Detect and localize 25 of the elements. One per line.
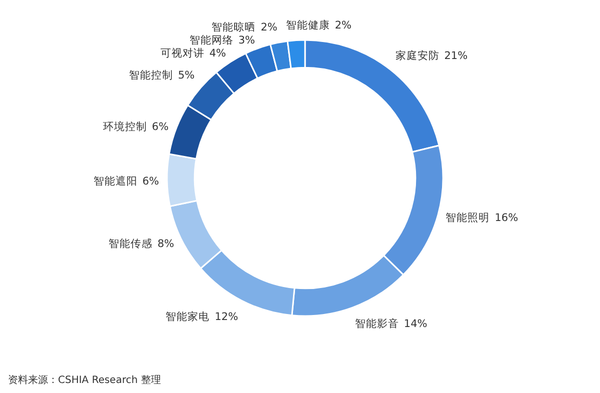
category-label: 智能传感 bbox=[108, 238, 152, 250]
category-label: 可视对讲 bbox=[160, 48, 204, 60]
value-label: 8% bbox=[158, 238, 174, 250]
category-label: 智能控制 bbox=[128, 69, 173, 82]
value-label: 6% bbox=[142, 175, 159, 188]
category-label: 智能家电 bbox=[166, 310, 210, 323]
value-label: 3% bbox=[238, 34, 256, 47]
value-label: 14% bbox=[404, 318, 428, 330]
value-label: 4% bbox=[209, 48, 226, 60]
value-label: 2% bbox=[260, 22, 278, 34]
category-label: 智能遮阳 bbox=[93, 175, 138, 188]
category-label: 家庭安防 bbox=[395, 50, 440, 62]
category-label: 智能网络 bbox=[189, 34, 234, 47]
category-label: 智能影音 bbox=[354, 318, 399, 330]
category-label: 环境控制 bbox=[102, 120, 147, 133]
value-label: 21% bbox=[444, 50, 468, 62]
category-label: 智能晾晒 bbox=[212, 22, 256, 34]
category-label: 智能照明 bbox=[446, 212, 490, 224]
value-label: 2% bbox=[334, 19, 352, 32]
value-label: 16% bbox=[494, 212, 518, 224]
value-label: 12% bbox=[214, 310, 238, 323]
value-label: 6% bbox=[152, 120, 169, 133]
value-label: 5% bbox=[178, 69, 195, 82]
text: 资料来源：CSHIA Research 整理 bbox=[8, 374, 161, 386]
category-label: 智能健康 bbox=[286, 19, 330, 32]
